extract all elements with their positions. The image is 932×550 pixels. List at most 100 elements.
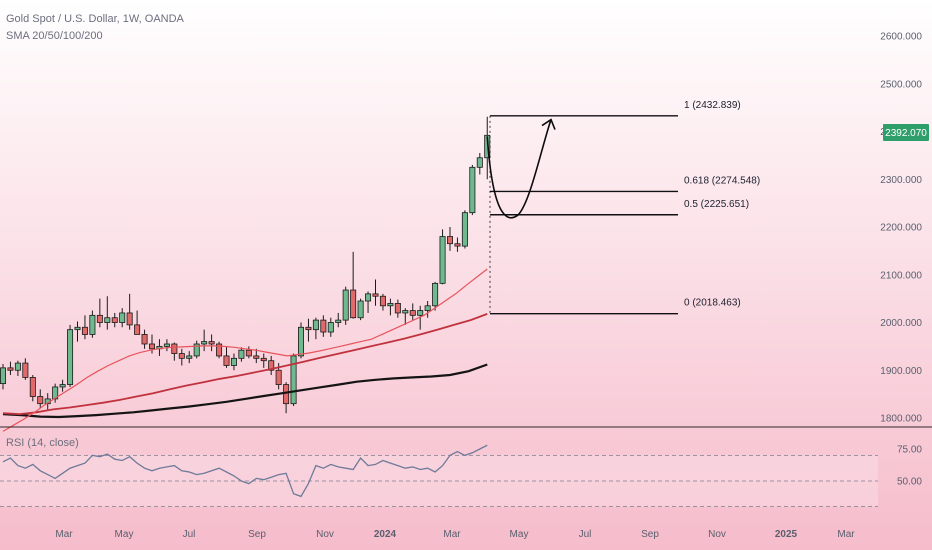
- candle: [208, 334, 215, 352]
- x-tick-label: Nov: [316, 529, 334, 540]
- price-badge: 2392.070: [883, 124, 929, 141]
- candle: [52, 383, 59, 403]
- candle-body: [297, 326, 304, 357]
- candle: [260, 353, 267, 368]
- candle: [350, 251, 357, 319]
- candle-body: [0, 367, 6, 385]
- candle-body: [245, 349, 252, 357]
- candle-body: [417, 310, 424, 316]
- candle-body: [290, 355, 297, 405]
- candle: [29, 375, 36, 402]
- candle-body: [357, 300, 364, 319]
- fib-label: 0 (2018.463): [684, 298, 741, 309]
- candle-body: [394, 302, 401, 314]
- x-tick-label: Sep: [248, 529, 266, 540]
- y-tick-label: 2000.000: [880, 318, 922, 329]
- price-badge-box: [883, 124, 929, 141]
- projection-arrow-head: [541, 118, 556, 130]
- candle-body: [163, 343, 170, 347]
- candle-body: [365, 293, 372, 302]
- candle-body: [238, 349, 245, 359]
- candle: [327, 317, 334, 337]
- candle: [230, 353, 237, 371]
- y-tick-label: 1900.000: [880, 366, 922, 377]
- candle: [7, 361, 14, 376]
- candle-body: [379, 295, 386, 307]
- fib-level[interactable]: 1 (2432.839): [490, 100, 741, 117]
- candle-body: [216, 343, 223, 357]
- candle-body: [305, 326, 312, 331]
- candle: [22, 358, 29, 380]
- candle: [96, 298, 103, 328]
- fib-level[interactable]: 0 (2018.463): [490, 298, 741, 315]
- candle-body: [52, 386, 59, 400]
- x-axis[interactable]: Mar May Jul Sep Nov 2024 Mar May Jul Sep Nov 2025 Ma…: [55, 529, 855, 540]
- candle: [446, 227, 453, 251]
- candle: [357, 298, 364, 321]
- candle-body: [461, 212, 468, 247]
- candle-body: [469, 166, 476, 214]
- fib-label: 0.618 (2274.548): [684, 175, 760, 186]
- candle: [469, 164, 476, 216]
- candle: [253, 348, 260, 364]
- candle-body: [312, 319, 319, 331]
- candle: [14, 360, 21, 376]
- candle: [119, 308, 126, 328]
- price-badge-value: 2392.070: [885, 128, 927, 139]
- candle: [387, 298, 394, 316]
- candle-body: [476, 157, 483, 168]
- candle-body: [283, 384, 290, 405]
- fib-levels-layer: 1 (2432.839) 0.618 (2274.548) 0.5 (2225.65…: [489, 100, 760, 315]
- candle: [290, 353, 297, 407]
- candle-body: [402, 310, 409, 314]
- candle-body: [409, 310, 416, 316]
- candle: [379, 293, 386, 311]
- candle: [454, 237, 461, 252]
- fib-level[interactable]: 0.5 (2225.651): [490, 199, 749, 216]
- x-tick-label: Nov: [708, 529, 726, 540]
- candle-body: [171, 343, 178, 354]
- sma20-line: [2, 268, 488, 432]
- candle-body: [59, 384, 66, 388]
- candle: [439, 229, 446, 285]
- candle: [216, 341, 223, 359]
- candle: [402, 308, 409, 325]
- main-pane: 1 (2432.839) 0.618 (2274.548) 0.5 (2225.65…: [0, 100, 760, 432]
- candle: [163, 339, 170, 352]
- candle: [111, 312, 118, 328]
- x-tick-label: Sep: [641, 529, 659, 540]
- candle: [223, 346, 230, 368]
- candle-body: [454, 243, 461, 247]
- candle: [268, 355, 275, 376]
- candle: [89, 310, 96, 338]
- candle: [171, 342, 178, 361]
- candle: [342, 286, 349, 325]
- candle-body: [96, 314, 103, 323]
- sma200-line: [2, 363, 488, 419]
- rsi-band-fill: [0, 455, 878, 507]
- candle-body: [260, 357, 267, 362]
- candle: [320, 315, 327, 337]
- candle: [394, 299, 401, 318]
- fib-level[interactable]: 0.618 (2274.548): [490, 175, 760, 193]
- candle-body: [275, 369, 282, 385]
- candle-body: [186, 355, 193, 359]
- fib-label: 1 (2432.839): [684, 100, 741, 111]
- candle-body: [29, 377, 36, 397]
- candle-body: [372, 293, 379, 297]
- y-tick-label: 2300.000: [880, 175, 922, 186]
- candle-body: [141, 334, 148, 345]
- candle: [186, 351, 193, 364]
- fib-label: 0.5 (2225.651): [684, 199, 749, 210]
- candle-body: [208, 341, 215, 345]
- candle: [312, 317, 319, 340]
- candle: [432, 281, 439, 311]
- candle: [178, 348, 185, 366]
- candle-body: [432, 282, 439, 307]
- candle: [305, 318, 312, 342]
- indicator-label: SMA 20/50/100/200: [6, 30, 103, 42]
- x-tick-label: Jul: [183, 529, 196, 540]
- candle: [141, 329, 148, 349]
- candle: [245, 346, 252, 359]
